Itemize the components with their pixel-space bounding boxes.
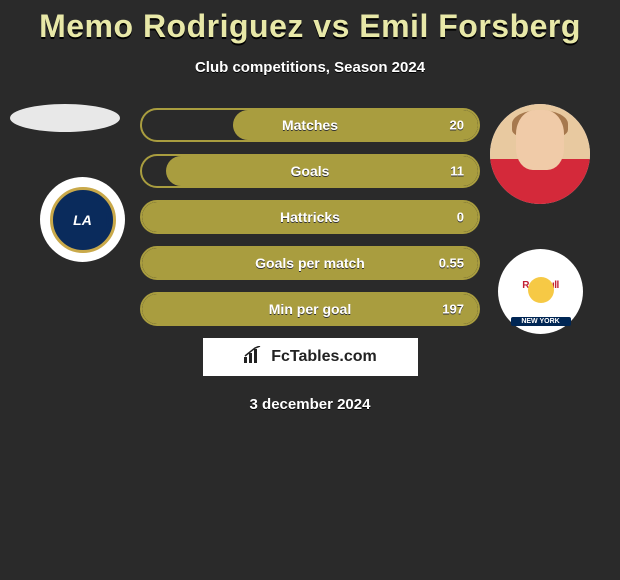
player-right-photo-icon xyxy=(490,104,590,204)
redbull-banner: NEW YORK xyxy=(511,317,571,326)
page-title: Memo Rodriguez vs Emil Forsberg xyxy=(0,8,620,45)
la-galaxy-logo-icon: LA xyxy=(50,187,116,253)
stat-bar-value-right: 20 xyxy=(450,118,464,133)
page-subtitle: Club competitions, Season 2024 xyxy=(0,59,620,76)
stat-bar-label: Min per goal xyxy=(269,301,351,317)
player-right-column: Red Bull NEW YORK xyxy=(490,104,590,334)
footer-brand-badge: FcTables.com xyxy=(203,338,418,376)
player-left-club-crest: LA xyxy=(40,177,125,262)
stat-bar-value-right: 0 xyxy=(457,210,464,225)
la-galaxy-initials: LA xyxy=(73,212,92,228)
stat-bar-label: Goals per match xyxy=(255,255,365,271)
stat-bar-label: Matches xyxy=(282,117,338,133)
footer-brand-text: FcTables.com xyxy=(271,348,377,366)
stat-bars: Matches 20 Goals 11 Hattricks 0 Goals pe… xyxy=(140,108,480,326)
stat-bar-value-right: 11 xyxy=(450,164,464,179)
stat-bar-min-per-goal: Min per goal 197 xyxy=(140,292,480,326)
stat-bar-label: Goals xyxy=(291,163,330,179)
stat-bar-matches: Matches 20 xyxy=(140,108,480,142)
stat-bar-hattricks: Hattricks 0 xyxy=(140,200,480,234)
footer-date: 3 december 2024 xyxy=(0,396,620,413)
stat-bar-fill xyxy=(233,110,478,140)
redbull-ny-logo-icon: Red Bull NEW YORK xyxy=(505,256,577,328)
stat-bar-label: Hattricks xyxy=(280,209,340,225)
header: Memo Rodriguez vs Emil Forsberg Club com… xyxy=(0,0,620,76)
player-left-avatar xyxy=(10,104,120,132)
stat-bar-value-right: 0.55 xyxy=(439,256,464,271)
fctables-chart-icon xyxy=(243,346,265,369)
player-right-club-crest: Red Bull NEW YORK xyxy=(498,249,583,334)
comparison-content: LA Red Bull NEW YORK Matches 20 Goal xyxy=(0,108,620,413)
player-right-avatar xyxy=(490,104,590,204)
stat-bar-goals: Goals 11 xyxy=(140,154,480,188)
stat-bar-goals-per-match: Goals per match 0.55 xyxy=(140,246,480,280)
player-left-column: LA xyxy=(10,104,125,262)
stat-bar-value-right: 197 xyxy=(442,302,464,317)
